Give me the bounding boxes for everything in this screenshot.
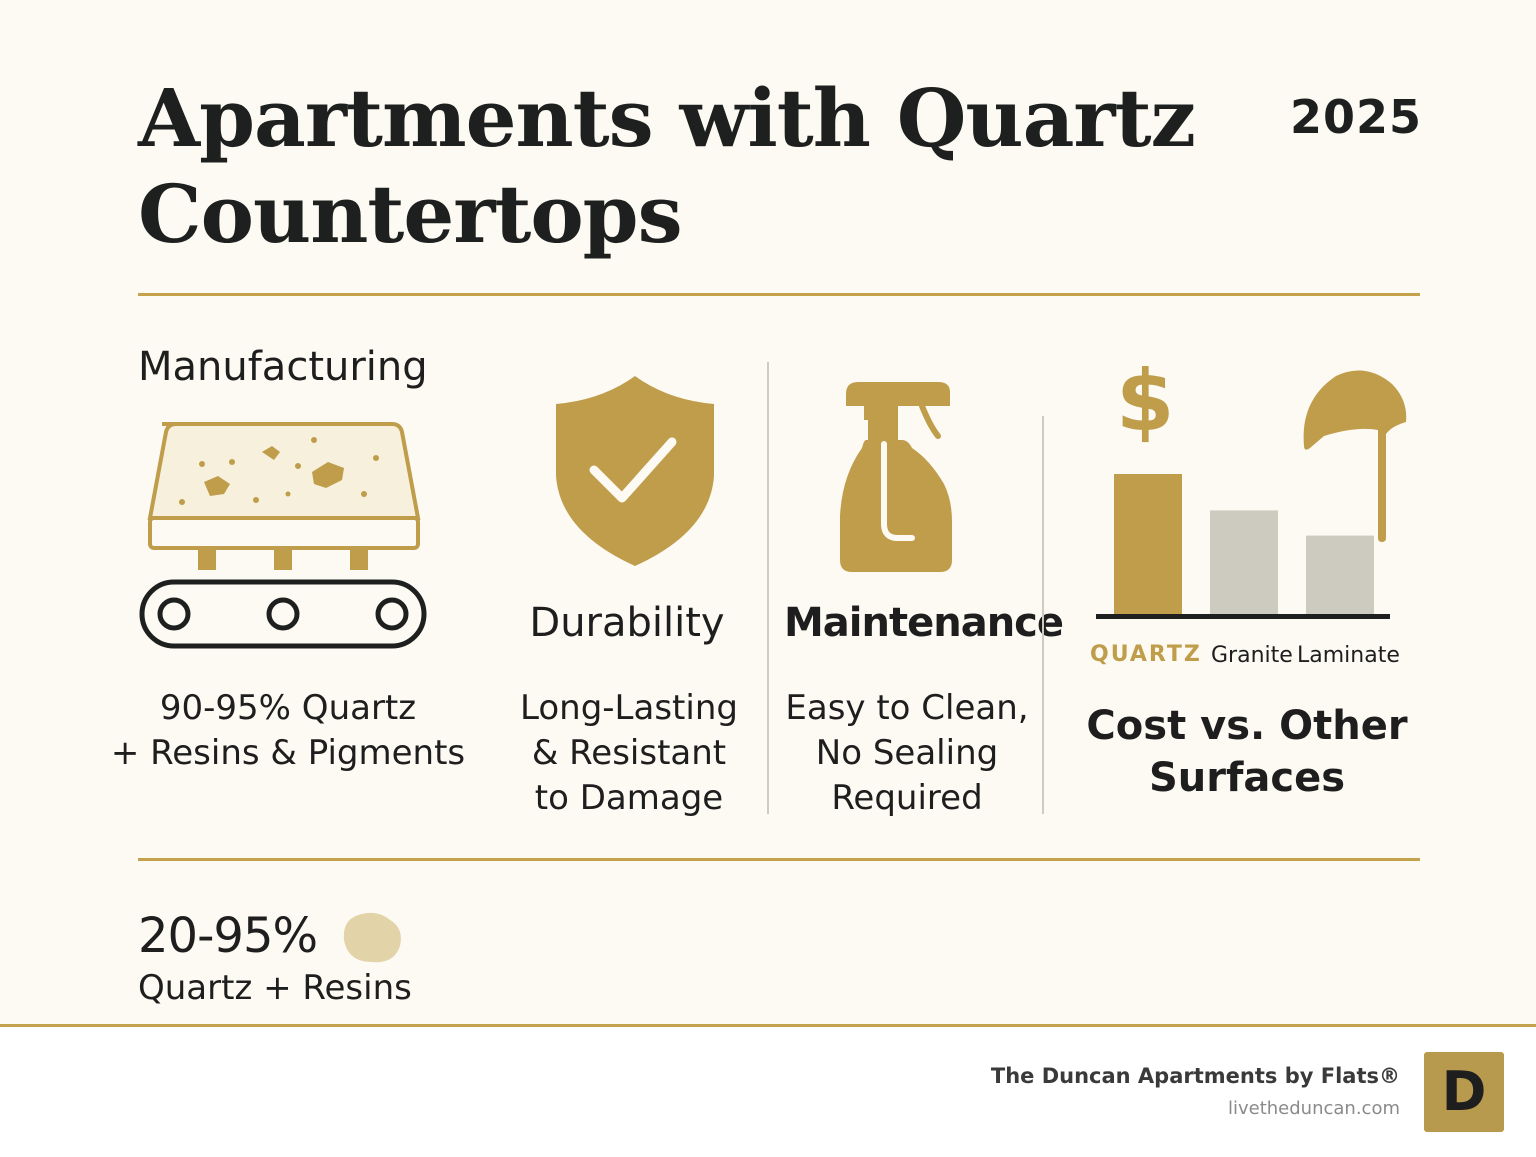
brand-name: The Duncan Apartments by Flats®	[990, 1064, 1400, 1088]
durability-line-1: Long-Lasting	[520, 688, 738, 728]
dollar-icon: $	[1116, 352, 1175, 450]
top-divider	[138, 293, 1420, 296]
chart-baseline	[1096, 614, 1390, 619]
chart-bars	[1114, 474, 1374, 614]
durability-line-3: to Damage	[534, 778, 724, 818]
cost-heading-line-1: Cost vs. Other	[1086, 703, 1408, 749]
cost-comparison-chart	[1096, 474, 1390, 619]
bottom-divider	[138, 858, 1420, 861]
chart-label-granite: Granite	[1211, 643, 1293, 668]
manufacturing-line-1: 90-95% Quartz	[159, 688, 417, 728]
title-line-1: Apartments with Quartz	[138, 71, 1196, 165]
manufacturing-description: 90-95% Quartz + Resins & Pigments	[108, 686, 468, 776]
maintenance-line-3: Required	[831, 778, 983, 818]
maintenance-description: Easy to Clean, No Sealing Required	[780, 686, 1034, 821]
maintenance-heading: Maintenance	[784, 600, 1064, 646]
stat-label: Quartz + Resins	[138, 968, 412, 1008]
conveyor-slab-icon	[139, 422, 427, 649]
bar-granite	[1210, 510, 1278, 614]
title-line-2: Countertops	[138, 167, 683, 261]
stat-value: 20-95%	[138, 908, 318, 964]
manufacturing-heading: Manufacturing	[138, 344, 428, 390]
maintenance-line-2: No Sealing	[815, 733, 999, 773]
column-divider	[1042, 416, 1044, 814]
manufacturing-line-2: + Resins & Pigments	[110, 733, 466, 773]
chart-label-quartz: QUARTZ	[1090, 642, 1202, 667]
column-divider	[767, 362, 769, 814]
cost-heading-line-2: Surfaces	[1148, 755, 1346, 801]
shield-check-icon	[556, 376, 714, 566]
brand-url[interactable]: livetheduncan.com	[1227, 1098, 1400, 1119]
durability-line-2: & Resistant	[531, 733, 727, 773]
year-label: 2025	[1290, 90, 1423, 144]
page-title: Apartments with Quartz Countertops	[138, 70, 1238, 262]
brand-logo: D	[1424, 1052, 1504, 1132]
chart-label-laminate: Laminate	[1297, 643, 1400, 668]
durability-heading: Durability	[529, 600, 725, 646]
cost-heading: Cost vs. Other Surfaces	[1080, 700, 1414, 804]
bar-laminate	[1306, 535, 1374, 614]
maintenance-line-1: Easy to Clean,	[785, 688, 1029, 728]
logo-letter: D	[1441, 1060, 1487, 1123]
lamp-icon	[1303, 370, 1407, 542]
quartz-stone-icon	[343, 912, 401, 963]
bar-quartz	[1114, 474, 1182, 614]
footer-band	[0, 1024, 1536, 1157]
durability-description: Long-Lasting & Resistant to Damage	[494, 686, 764, 821]
spray-bottle-icon	[840, 382, 952, 572]
